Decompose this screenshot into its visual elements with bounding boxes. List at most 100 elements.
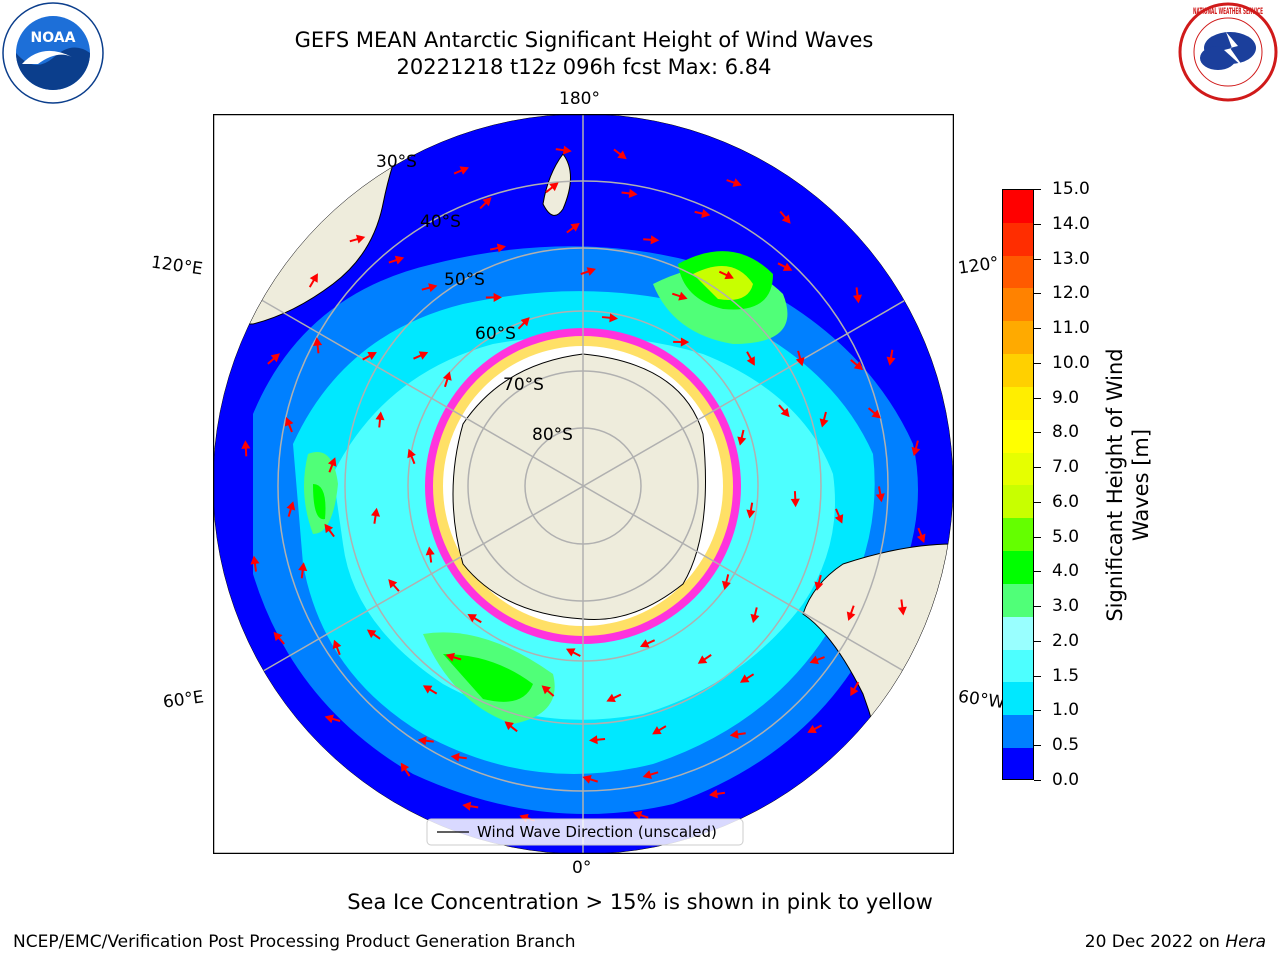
wave-direction-arrowhead	[298, 562, 308, 572]
colorbar-tick	[1034, 189, 1041, 190]
lon-label-120w: 120°	[956, 253, 1001, 279]
wave-direction-arrowhead	[746, 509, 756, 519]
wave-direction-arrowhead	[701, 209, 711, 218]
wave-direction-arrowhead	[853, 361, 864, 371]
wave-direction-arrowhead	[807, 724, 817, 734]
wave-direction-arrowhead	[750, 613, 760, 624]
wave-direction-arrowhead	[809, 655, 819, 665]
wave-direction-arrowhead	[355, 234, 366, 244]
chart-subtitle: 20221218 t12z 096h fcst Max: 6.84	[396, 55, 772, 79]
wave-direction-arrowhead	[459, 166, 469, 175]
wave-direction-arrowhead	[721, 580, 731, 591]
wave-direction-arrowhead	[324, 523, 334, 534]
wave-direction-arrowhead	[886, 356, 896, 366]
colorbar-segment	[1003, 321, 1033, 355]
wave-direction-arrowhead	[496, 243, 506, 253]
noaa-logo-text: NOAA	[31, 30, 76, 46]
colorbar-segment	[1003, 354, 1033, 387]
colorbar-tick-label: 9.0	[1052, 387, 1080, 408]
colorbar-tick-label: 8.0	[1052, 422, 1080, 443]
colorbar-segment	[1003, 715, 1033, 749]
wave-direction-arrowhead	[570, 222, 580, 232]
wave-direction-arrowhead	[814, 581, 824, 591]
colorbar-segment	[1003, 748, 1033, 779]
wave-direction-arrowhead	[875, 493, 885, 503]
colorbar-tick	[1034, 745, 1041, 747]
wave-direction-arrowhead	[724, 270, 734, 280]
wave-direction-arrowhead	[617, 150, 627, 160]
legend-label: Wind Wave Direction (unscaled)	[477, 823, 717, 841]
wave-direction-arrowhead	[650, 235, 660, 245]
colorbar-tick-label: 7.0	[1052, 457, 1080, 478]
wave-direction-arrowhead	[428, 283, 438, 293]
wave-direction-arrowhead	[639, 639, 650, 648]
colorbar-tick	[1034, 467, 1041, 469]
wave-direction-arrowhead	[652, 726, 662, 735]
wave-direction-arrowhead	[586, 267, 596, 276]
colorbar-tick	[1034, 328, 1041, 330]
wave-direction-arrowhead	[846, 611, 856, 621]
wave-direction-arrowhead	[327, 457, 337, 467]
wave-direction-arrowhead	[739, 674, 750, 683]
wave-direction-arrowhead	[467, 614, 477, 623]
wave-direction-arrowhead	[442, 371, 452, 381]
wave-direction-arrowhead	[493, 292, 502, 303]
lat-label-70s: 70°S	[503, 375, 544, 395]
wave-direction-arrowhead	[462, 801, 472, 811]
wind-wave-arrows	[241, 145, 926, 823]
colorbar-tick-label: 13.0	[1052, 248, 1090, 269]
colorbar-segment	[1003, 386, 1033, 420]
wave-direction-arrowhead	[632, 810, 643, 820]
wave-direction-arrowhead	[313, 337, 323, 347]
wave-direction-arrowhead	[482, 197, 492, 207]
colorbar-tick	[1034, 640, 1041, 642]
colorbar-segment	[1003, 649, 1033, 683]
wave-direction-arrowhead	[819, 418, 829, 428]
wave-direction-arrowhead	[309, 273, 318, 283]
colorbar-segment	[1003, 583, 1033, 617]
lat-label-60s: 60°S	[475, 324, 516, 344]
wave-direction-arrowhead	[709, 789, 718, 799]
lat-label-50s: 50°S	[444, 270, 485, 290]
colorbar-tick	[1034, 258, 1041, 260]
wave-direction-arrowhead	[324, 714, 334, 724]
wave-direction-arrowhead	[737, 436, 747, 446]
wave-direction-arrowhead	[445, 652, 455, 662]
colorbar-tick	[1034, 675, 1041, 677]
wave-direction-arrowhead	[332, 639, 342, 650]
wave-direction-arrowhead	[642, 770, 653, 779]
graticule	[213, 114, 953, 854]
colorbar-segment	[1003, 551, 1033, 584]
date-text: 20 Dec 2022 on	[1084, 932, 1226, 952]
colorbar-tick	[1034, 501, 1041, 503]
lon-label-60w: 60°W	[956, 686, 1007, 714]
sea-ice-note: Sea Ice Concentration > 15% is shown in …	[347, 890, 933, 914]
wave-direction-arrowhead	[853, 294, 863, 304]
colorbar-tick-label: 11.0	[1052, 318, 1090, 339]
wave-direction-arrowhead	[916, 533, 926, 544]
wave-direction-arrowhead	[834, 514, 844, 524]
lat-label-40s: 40°S	[420, 212, 461, 232]
wave-direction-arrowhead	[418, 351, 429, 360]
colorbar-label: Significant Height of Wind Waves [m]	[1103, 348, 1153, 622]
colorbar-segment	[1003, 190, 1033, 223]
colorbar-segment	[1003, 288, 1033, 322]
colorbar-tick-label: 0.5	[1052, 735, 1080, 756]
wave-direction-arrowhead	[422, 685, 433, 694]
wave-direction-arrowhead	[270, 353, 281, 363]
wave-direction-arrowhead	[628, 188, 638, 198]
antarctica-land	[452, 353, 706, 621]
colorbar-segment	[1003, 419, 1033, 453]
wave-direction-arrowhead	[549, 182, 559, 192]
colorbar-tick	[1034, 571, 1041, 573]
colorbar-tick	[1034, 536, 1041, 538]
wave-direction-arrowhead	[425, 546, 435, 556]
colorbar-tick-label: 12.0	[1052, 283, 1090, 304]
wave-direction-arrowhead	[284, 417, 294, 427]
wave-direction-arrowhead	[697, 655, 708, 664]
colorbar-tick-label: 1.5	[1052, 665, 1080, 686]
wave-direction-arrowhead	[450, 752, 460, 762]
wave-direction-arrowhead	[732, 178, 742, 187]
wave-direction-arrowhead	[871, 409, 881, 419]
wave-direction-arrowhead	[582, 774, 592, 784]
